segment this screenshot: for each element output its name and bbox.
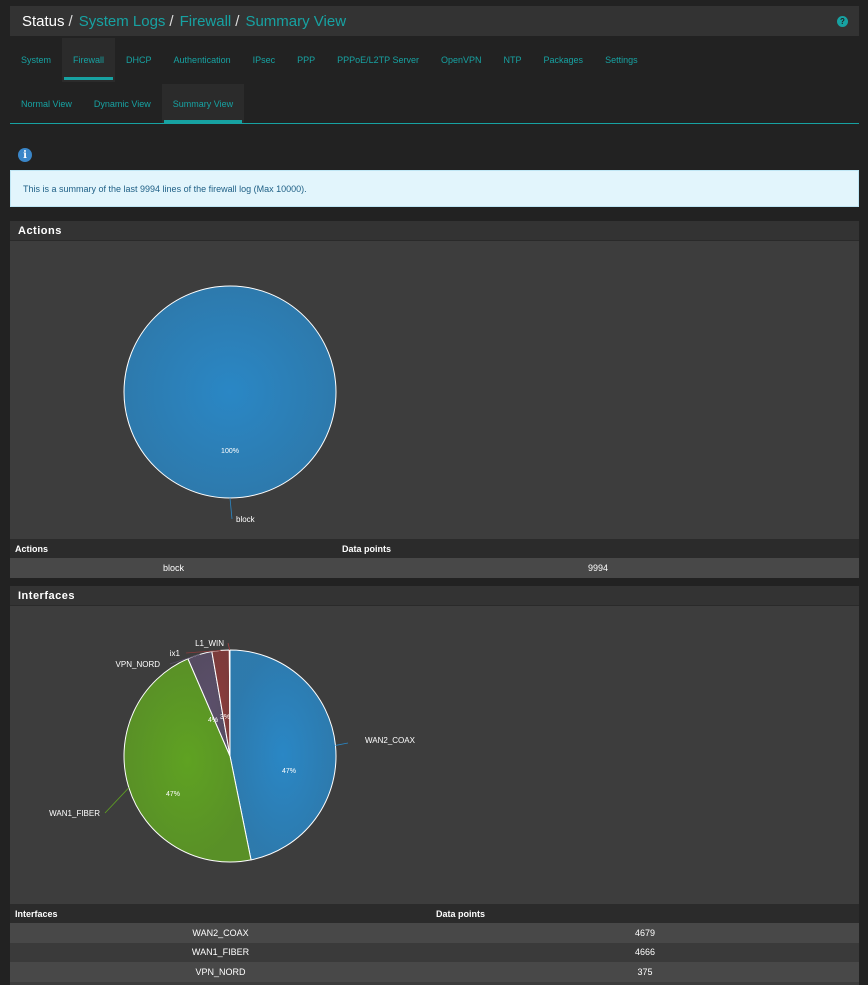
subtab-dynamic-view[interactable]: Dynamic View [93, 98, 151, 109]
actions-table-header: Actions Data points [10, 539, 859, 558]
pie-category-label-vpn-nord: VPN_NORD [116, 660, 161, 669]
pie-leader-line [169, 654, 200, 665]
pie-percent-label: 47% [166, 791, 180, 798]
actions-chart: 100% block [10, 241, 859, 539]
interfaces-header-data-points: Data points [431, 904, 859, 923]
pie-category-label-wan1-fiber: WAN1_FIBER [49, 809, 100, 818]
tab-ppp[interactable]: PPP [297, 55, 316, 65]
pie-percent-label: 4% [208, 717, 218, 724]
pie-percent-label: 47% [282, 768, 296, 775]
subtab-normal-view[interactable]: Normal View [21, 98, 72, 109]
pie-leader-line [104, 787, 130, 814]
info-alert: This is a summary of the last 9994 lines… [10, 170, 859, 207]
interfaces-cell-name: VPN_NORD [10, 962, 431, 982]
pie-leader-line [229, 497, 233, 520]
breadcrumb-firewall[interactable]: Firewall [179, 12, 232, 30]
actions-cell-name: block [10, 558, 337, 578]
view-tabs: Normal View Dynamic View Summary View [10, 84, 859, 124]
table-row: WAN2_COAX 4679 [10, 923, 859, 943]
tab-openvpn[interactable]: OpenVPN [441, 55, 482, 65]
interfaces-cell-name: WAN1_FIBER [10, 942, 431, 962]
interfaces-cell-name: WAN2_COAX [10, 923, 431, 943]
table-row: block 9994 [10, 558, 859, 578]
breadcrumb-summary-view[interactable]: Summary View [245, 12, 347, 30]
pie-leader-line [185, 650, 221, 654]
page-header: Status / System Logs / Firewall / Summar… [10, 6, 859, 36]
tab-ipsec[interactable]: IPsec [252, 55, 276, 65]
interfaces-cell-count: 4679 [431, 923, 859, 943]
interfaces-cell-count: 4666 [431, 942, 859, 962]
help-icon[interactable]: ? [837, 16, 848, 27]
info-alert-text: This is a summary of the last 9994 lines… [23, 183, 307, 194]
subtab-summary-view[interactable]: Summary View [161, 84, 245, 123]
actions-header-data-points: Data points [337, 539, 859, 558]
tab-authentication[interactable]: Authentication [173, 55, 231, 65]
pie-category-label-wan2-coax: WAN2_COAX [365, 736, 416, 745]
info-icon[interactable]: i [18, 148, 32, 162]
pie-percent-label: 3% [220, 714, 230, 721]
breadcrumb: Status / System Logs / Firewall / Summar… [22, 13, 346, 30]
breadcrumb-separator: / [68, 12, 73, 30]
tab-ntp[interactable]: NTP [503, 55, 522, 65]
tab-pppoe-l2tp-server[interactable]: PPPoE/L2TP Server [337, 55, 419, 65]
pie-leader-line [227, 642, 231, 651]
pie-category-label-l1-win: L1_WIN [195, 639, 224, 648]
log-tabs: System Firewall DHCP Authentication IPse… [10, 38, 859, 82]
actions-cell-count: 9994 [337, 558, 859, 578]
table-row: VPN_NORD 375 [10, 962, 859, 982]
breadcrumb-system-logs[interactable]: System Logs [78, 12, 166, 30]
table-row: WAN1_FIBER 4666 [10, 942, 859, 962]
actions-header-actions: Actions [10, 539, 337, 558]
interfaces-chart: 47% 47% 4% 3% WAN2_COAX WAN1_FIBER VPN_NORD ix1… [10, 606, 859, 904]
pie-slice-block [123, 285, 337, 499]
tab-system[interactable]: System [21, 55, 52, 65]
actions-table: Actions Data points block 9994 [10, 539, 859, 578]
interfaces-cell-count: 375 [431, 962, 859, 982]
interfaces-panel: Interfaces 47% 47% 4% 3% WAN2_COAX WAN1_FIBER… [10, 586, 859, 985]
tab-packages[interactable]: Packages [543, 55, 584, 65]
tab-dhcp[interactable]: DHCP [126, 55, 152, 65]
actions-panel: Actions 100% block Actions Data points bl… [10, 221, 859, 578]
actions-panel-title: Actions [10, 221, 859, 241]
tab-settings[interactable]: Settings [605, 55, 638, 65]
actions-pie-chart: 100% block [123, 285, 337, 524]
breadcrumb-separator: / [235, 12, 240, 30]
interfaces-pie-chart: 47% 47% 4% 3% WAN2_COAX WAN1_FIBER VPN_NORD ix1… [49, 639, 416, 863]
pie-percent-label: 100% [221, 448, 239, 455]
pie-slice-wan1-fiber [123, 658, 252, 863]
interfaces-header-interfaces: Interfaces [10, 904, 431, 923]
pie-category-label-block: block [236, 515, 256, 524]
breadcrumb-separator: / [169, 12, 174, 30]
interfaces-table-header: Interfaces Data points [10, 904, 859, 923]
breadcrumb-status: Status [22, 12, 65, 30]
interfaces-table: Interfaces Data points WAN2_COAX 4679 WA… [10, 904, 859, 982]
pie-leader-line [335, 742, 349, 746]
pie-slice-l1-win [228, 649, 231, 757]
tab-firewall[interactable]: Firewall [62, 38, 116, 82]
pie-slice-wan2-coax [229, 649, 337, 861]
interfaces-panel-title: Interfaces [10, 586, 859, 606]
pie-category-label-ix1: ix1 [170, 649, 181, 658]
